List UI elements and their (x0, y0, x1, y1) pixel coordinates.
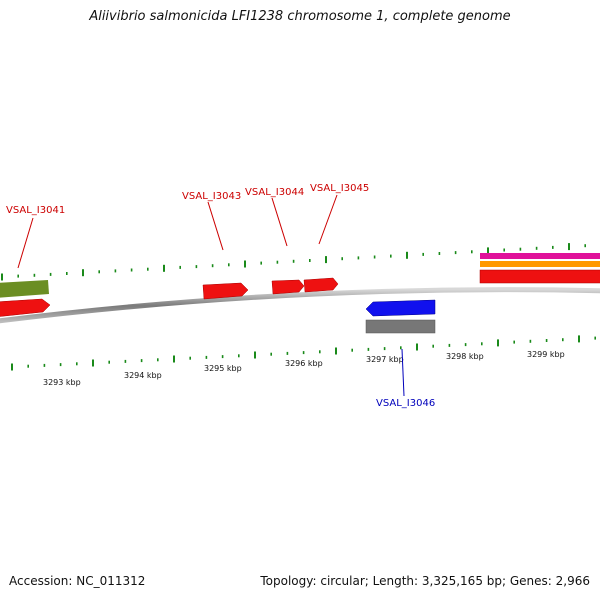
label-leader-vsal-i3044 (271, 197, 288, 247)
inner-tick-track (11, 335, 597, 371)
gray-feature-bar[interactable] (365, 319, 436, 334)
genome-summary-text: Topology: circular; Length: 3,325,165 bp… (260, 574, 590, 588)
map-title: Aliivibrio salmonicida LFI1238 chromosom… (89, 9, 511, 24)
gene-arrow-vsal-i3044[interactable] (271, 279, 305, 295)
outer-tick-track (1, 243, 587, 281)
gene-arrow-vsal-i3045[interactable] (303, 277, 339, 293)
tick-label-3297: 3297 kbp (366, 355, 404, 364)
olive-feature-left[interactable] (0, 280, 49, 298)
gene-label-vsal-i3045[interactable]: VSAL_I3045 (310, 183, 369, 194)
label-leader-vsal-i3043 (207, 201, 224, 251)
label-leader-vsal-i3046 (401, 348, 405, 397)
chromosome-backbone (0, 287, 600, 324)
red-feature-bar-right[interactable] (479, 269, 600, 284)
gene-label-vsal-i3041[interactable]: VSAL_I3041 (6, 205, 65, 216)
magenta-feature-bar[interactable] (480, 253, 600, 259)
label-leader-vsal-i3041 (17, 217, 34, 269)
tick-label-3295: 3295 kbp (204, 364, 242, 373)
tick-label-3293: 3293 kbp (43, 378, 81, 387)
gene-label-vsal-i3044[interactable]: VSAL_I3044 (245, 187, 304, 198)
tick-label-3298: 3298 kbp (446, 352, 484, 361)
gene-arrow-vsal-i3043[interactable] (202, 282, 249, 300)
tick-label-3296: 3296 kbp (285, 359, 323, 368)
accession-text: Accession: NC_011312 (9, 574, 146, 588)
tick-label-3294: 3294 kbp (124, 371, 162, 380)
label-leader-vsal-i3045 (318, 194, 338, 245)
gene-arrow-vsal-i3046[interactable] (365, 299, 436, 317)
orange-feature-bar[interactable] (480, 261, 600, 267)
tick-label-3299: 3299 kbp (527, 350, 565, 359)
gene-arrow-vsal-i3041[interactable] (0, 298, 51, 317)
gene-label-vsal-i3043[interactable]: VSAL_I3043 (182, 191, 241, 202)
gene-label-vsal-i3046[interactable]: VSAL_I3046 (376, 398, 435, 409)
